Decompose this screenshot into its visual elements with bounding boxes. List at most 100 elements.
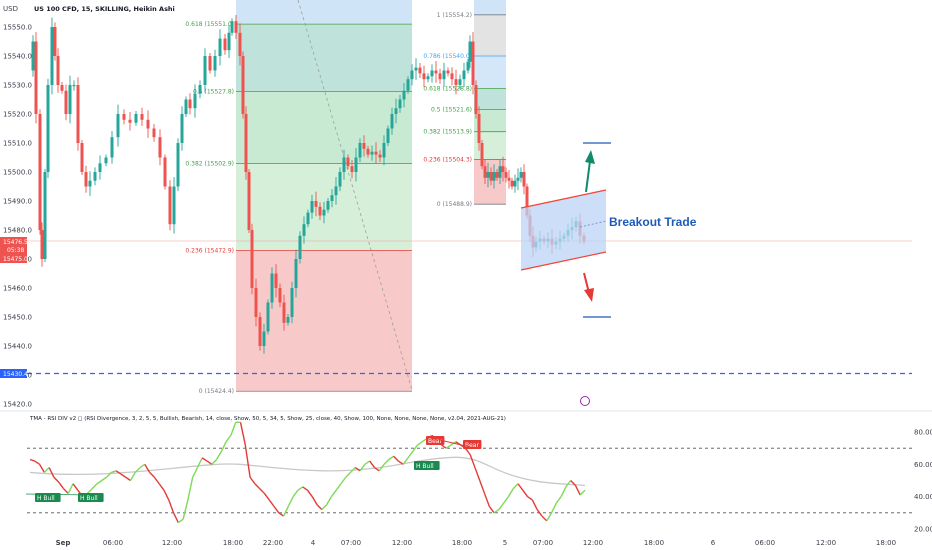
candle-body [334,186,338,196]
fib-left-trend [297,0,413,391]
rsi-segment [220,441,227,452]
candle-body [510,180,514,187]
fib-zones: 0.618 (15551.0) 0.5 (15527.8) 0.382 (15502… [185,0,506,395]
rsi-segment [374,466,380,472]
fib-left-zone-0236 [236,250,412,392]
candle-body [50,27,54,85]
rsi-segment [479,480,486,494]
candle-body [318,206,322,216]
fib-right-label: 0.618 (15528.8) [423,85,472,92]
rsi-segment [517,483,524,491]
price-tick-label: 15500.0 [3,169,32,177]
price-tick-label: 15490.0 [3,198,32,206]
candle-body [152,128,156,138]
rsi-segment [531,499,538,510]
rsi-segment [474,467,481,481]
indicator-title[interactable]: TMA - RSI DIV v2 ◻ (RSI Divergence, 3, 2… [29,416,506,422]
candle-body [446,70,450,74]
symbol-title[interactable]: US 100 CFD, 15, SKILLING, Heikin Ashi [34,5,175,13]
candle-body [507,177,511,181]
candle-body [410,70,414,80]
rsi-segment [550,502,557,514]
candle-body [386,128,390,143]
candle-body [270,273,274,303]
rsi-segment [38,463,45,473]
rsi-segment [48,467,55,478]
time-tick-label: 12:00 [392,539,412,547]
rsi-segment [330,489,337,498]
rsi-segment [34,460,40,465]
candle-body [354,157,358,172]
candle-body [516,177,520,181]
time-tick-label: 12:00 [583,539,603,547]
rsi-segment [106,471,112,478]
candle-body [513,180,517,187]
candle-body [434,70,438,74]
currency-label: USD [3,5,18,13]
candle-body [442,70,446,80]
rsi-segment [282,506,289,517]
candle-body [486,172,490,178]
time-tick-label: 4 [311,539,316,547]
candle-body [326,201,330,210]
fib-right-label: 0.5 (15521.6) [431,106,472,113]
candle-body [76,85,80,143]
rsi-panel: 20.00 40.00 60.00 80.00 H Bull H Bull H Bull Be… [25,421,932,534]
fib-left-zone-top [236,0,412,25]
time-tick-label: 22:00 [263,539,283,547]
price-tag-current [0,237,27,246]
rsi-segment [254,483,261,490]
rsi-segment [541,515,548,522]
rsi-segment [555,496,562,504]
candle-body [213,56,217,71]
rsi-segment [225,434,232,443]
candle-body [290,288,294,317]
candle-body [244,114,248,172]
time-tick-label: 06:00 [103,539,123,547]
rsi-segment [512,483,519,490]
candle-body [522,172,526,187]
time-tick-label: 18:00 [644,539,664,547]
rsi-segment [196,457,203,468]
candle-body [241,56,245,114]
candle-body [492,172,496,181]
candle-body [80,143,84,172]
fib-right-zone-top [474,0,506,15]
candle-body [489,172,493,181]
candle-body [98,163,102,172]
candle-body [390,114,394,129]
fib-right-label: 0.382 (15513.9) [423,129,472,136]
price-tick-label: 15420.0 [3,401,32,409]
candle-body [128,119,132,123]
candle-body [180,114,184,143]
candle-body [88,180,92,187]
candle-body [208,56,212,71]
rsi-segment [522,489,529,498]
channel-lower-line [520,251,607,271]
candle-body [483,166,487,178]
rsi-segment [483,493,490,507]
rsi-bull-divergence [25,493,91,496]
rsi-segment [364,460,371,465]
breakout-trade-label: Breakout Trade [609,215,697,229]
fib-left-label: 0.618 (15551.0) [185,21,234,28]
rsi-segment [62,488,69,494]
candle-body [474,85,478,114]
rsi-segment [168,499,175,514]
price-tick-label: 15540.0 [3,53,32,61]
time-tick-label: 18:00 [452,539,472,547]
candle-body [84,172,88,187]
rsi-segment [350,467,356,473]
fib-right-label: 0.786 (15540.0) [423,53,472,60]
rsi-segment [278,512,284,517]
candle-body [146,119,150,129]
candle-body [454,79,458,85]
time-tick-label: 5 [503,539,507,547]
candle-body [158,137,162,158]
rsi-segment [574,485,581,496]
candle-body [122,114,126,120]
candle-body [203,56,207,85]
candle-body [104,157,108,164]
rsi-tag-box [426,436,445,445]
